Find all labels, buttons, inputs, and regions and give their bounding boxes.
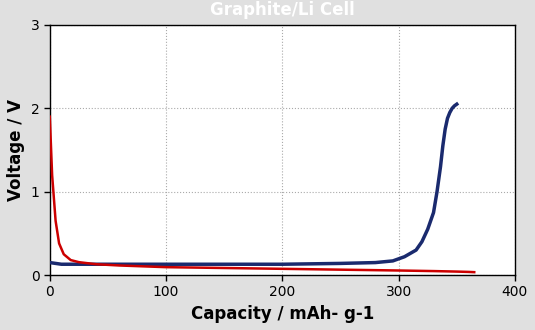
- X-axis label: Capacity / mAh- g-1: Capacity / mAh- g-1: [191, 305, 374, 323]
- Text: Graphite/Li Cell: Graphite/Li Cell: [210, 1, 355, 19]
- Y-axis label: Voltage / V: Voltage / V: [7, 99, 25, 201]
